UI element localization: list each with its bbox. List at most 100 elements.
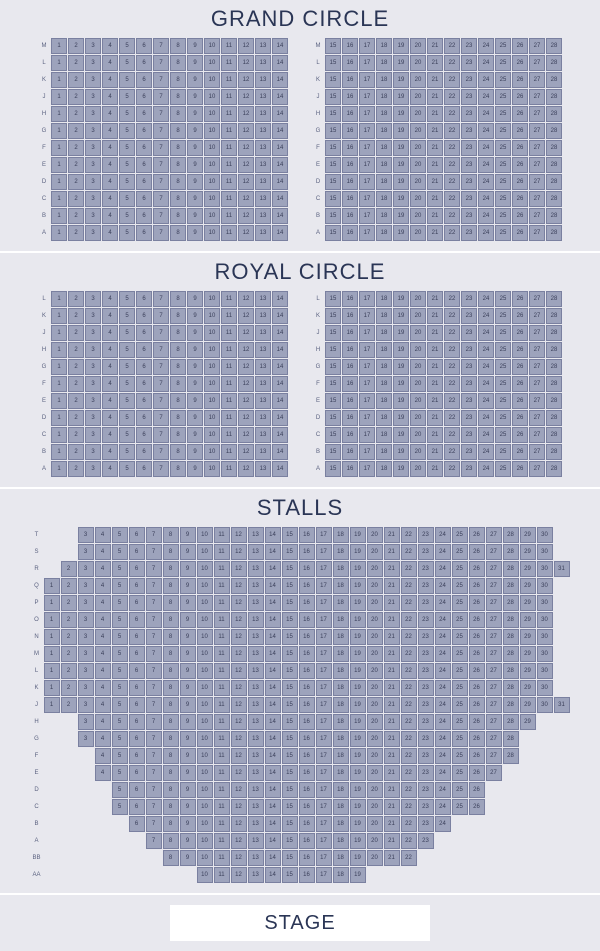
seat[interactable]: 17 <box>359 140 375 156</box>
seat[interactable]: 8 <box>163 629 179 645</box>
seat[interactable]: 6 <box>136 72 152 88</box>
seat[interactable]: 14 <box>272 140 288 156</box>
seat[interactable]: 15 <box>325 376 341 392</box>
seat[interactable]: 25 <box>452 646 468 662</box>
seat[interactable]: 15 <box>325 55 341 71</box>
seat[interactable]: 8 <box>163 680 179 696</box>
seat[interactable]: 27 <box>529 38 545 54</box>
seat[interactable]: 14 <box>272 444 288 460</box>
seat[interactable]: 25 <box>452 731 468 747</box>
seat[interactable]: 14 <box>265 799 281 815</box>
seat[interactable]: 13 <box>255 325 271 341</box>
seat[interactable]: 25 <box>495 325 511 341</box>
seat[interactable]: 7 <box>146 816 162 832</box>
seat[interactable]: 12 <box>231 799 247 815</box>
seat[interactable]: 4 <box>102 72 118 88</box>
seat[interactable]: 28 <box>546 106 562 122</box>
seat[interactable]: 10 <box>204 174 220 190</box>
seat[interactable]: 23 <box>461 174 477 190</box>
seat[interactable]: 10 <box>204 140 220 156</box>
seat[interactable]: 21 <box>384 833 400 849</box>
seat[interactable]: 11 <box>221 157 237 173</box>
seat[interactable]: 5 <box>119 342 135 358</box>
seat[interactable]: 22 <box>401 782 417 798</box>
seat[interactable]: 25 <box>452 799 468 815</box>
seat[interactable]: 8 <box>170 174 186 190</box>
seat[interactable]: 27 <box>529 444 545 460</box>
seat[interactable]: 18 <box>376 174 392 190</box>
seat[interactable]: 28 <box>546 461 562 477</box>
seat[interactable]: 18 <box>333 782 349 798</box>
seat[interactable]: 21 <box>384 578 400 594</box>
seat[interactable]: 9 <box>187 225 203 241</box>
seat[interactable]: 20 <box>367 527 383 543</box>
seat[interactable]: 31 <box>554 697 570 713</box>
seat[interactable]: 22 <box>401 663 417 679</box>
seat[interactable]: 21 <box>427 291 443 307</box>
seat[interactable]: 16 <box>342 140 358 156</box>
seat[interactable]: 14 <box>272 157 288 173</box>
seat[interactable]: 28 <box>546 157 562 173</box>
seat[interactable]: 25 <box>495 308 511 324</box>
seat[interactable]: 20 <box>410 174 426 190</box>
seat[interactable]: 31 <box>554 561 570 577</box>
seat[interactable]: 2 <box>68 427 84 443</box>
seat[interactable]: 4 <box>95 646 111 662</box>
seat[interactable]: 9 <box>187 174 203 190</box>
seat[interactable]: 16 <box>299 799 315 815</box>
seat[interactable]: 22 <box>401 612 417 628</box>
seat[interactable]: 28 <box>503 544 519 560</box>
seat[interactable]: 27 <box>486 646 502 662</box>
seat[interactable]: 4 <box>102 106 118 122</box>
seat[interactable]: 26 <box>512 55 528 71</box>
seat[interactable]: 7 <box>153 191 169 207</box>
seat[interactable]: 17 <box>316 714 332 730</box>
seat[interactable]: 11 <box>221 308 237 324</box>
seat[interactable]: 8 <box>163 612 179 628</box>
seat[interactable]: 28 <box>546 393 562 409</box>
seat[interactable]: 21 <box>427 359 443 375</box>
seat[interactable]: 7 <box>146 731 162 747</box>
seat[interactable]: 13 <box>248 578 264 594</box>
seat[interactable]: 19 <box>350 595 366 611</box>
seat[interactable]: 7 <box>153 359 169 375</box>
seat[interactable]: 16 <box>299 561 315 577</box>
seat[interactable]: 12 <box>238 342 254 358</box>
seat[interactable]: 3 <box>85 444 101 460</box>
seat[interactable]: 5 <box>112 663 128 679</box>
seat[interactable]: 27 <box>529 461 545 477</box>
seat[interactable]: 24 <box>435 561 451 577</box>
seat[interactable]: 23 <box>418 714 434 730</box>
seat[interactable]: 9 <box>180 680 196 696</box>
seat[interactable]: 10 <box>204 72 220 88</box>
seat[interactable]: 16 <box>342 191 358 207</box>
seat[interactable]: 7 <box>153 427 169 443</box>
seat[interactable]: 9 <box>180 595 196 611</box>
seat[interactable]: 11 <box>214 782 230 798</box>
seat[interactable]: 10 <box>197 799 213 815</box>
seat[interactable]: 14 <box>272 342 288 358</box>
seat[interactable]: 9 <box>180 612 196 628</box>
seat[interactable]: 23 <box>461 208 477 224</box>
seat[interactable]: 17 <box>359 393 375 409</box>
seat[interactable]: 15 <box>325 140 341 156</box>
seat[interactable]: 15 <box>325 157 341 173</box>
seat[interactable]: 26 <box>512 393 528 409</box>
seat[interactable]: 23 <box>461 123 477 139</box>
seat[interactable]: 17 <box>359 291 375 307</box>
seat[interactable]: 17 <box>359 191 375 207</box>
seat[interactable]: 8 <box>170 208 186 224</box>
seat[interactable]: 9 <box>187 461 203 477</box>
seat[interactable]: 10 <box>197 629 213 645</box>
seat[interactable]: 28 <box>503 629 519 645</box>
seat[interactable]: 8 <box>170 140 186 156</box>
seat[interactable]: 23 <box>461 444 477 460</box>
seat[interactable]: 20 <box>367 850 383 866</box>
seat[interactable]: 10 <box>204 191 220 207</box>
seat[interactable]: 7 <box>153 342 169 358</box>
seat[interactable]: 8 <box>163 799 179 815</box>
seat[interactable]: 22 <box>444 106 460 122</box>
seat[interactable]: 25 <box>495 106 511 122</box>
seat[interactable]: 5 <box>112 714 128 730</box>
seat[interactable]: 9 <box>180 544 196 560</box>
